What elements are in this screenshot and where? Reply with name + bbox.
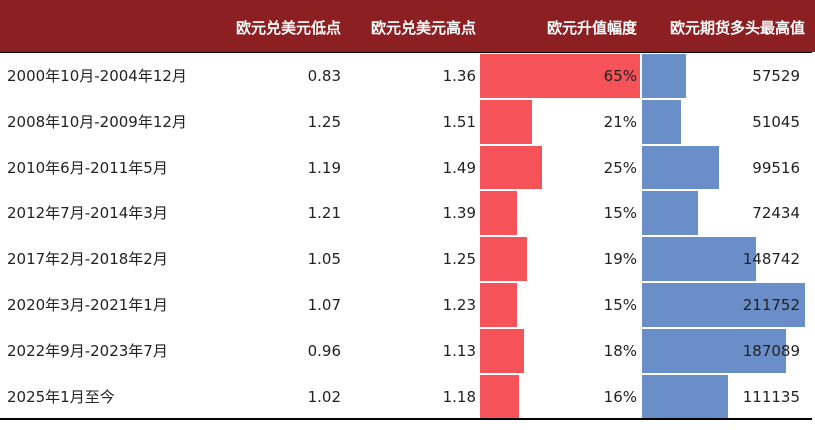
period: 2008年10月-2009年12月: [7, 112, 187, 131]
futures-value: 187089: [742, 341, 800, 360]
high: 1.25: [442, 250, 476, 269]
futures-value: 51045: [752, 112, 800, 131]
high: 1.51: [442, 112, 476, 131]
high: 1.36: [442, 66, 476, 85]
high: 1.18: [442, 387, 476, 406]
bottom-rule: [0, 418, 812, 420]
high: 1.49: [442, 158, 476, 177]
futures-value: 111135: [742, 387, 800, 406]
low: 1.21: [307, 204, 341, 223]
low: 1.25: [307, 112, 341, 131]
rise-bar: [480, 374, 520, 419]
column-header: 欧元升值幅度: [546, 19, 637, 37]
futures-bar: [642, 145, 719, 190]
futures-value: 211752: [742, 295, 800, 314]
rise-label: 16%: [603, 387, 637, 406]
rise-bar: [480, 99, 532, 144]
low: 1.05: [307, 250, 341, 269]
high: 1.23: [442, 295, 476, 314]
rise-bar: [480, 328, 525, 373]
rise-label: 18%: [603, 341, 637, 360]
futures-bar: [642, 237, 757, 281]
column-header: 欧元兑美元高点: [370, 19, 476, 37]
column-header: 欧元期货多头最高值: [669, 19, 805, 37]
column-header: 欧元兑美元低点: [235, 19, 341, 37]
period: 2000年10月-2004年12月: [7, 66, 187, 85]
futures-value: 57529: [752, 66, 800, 85]
period: 2012年7月-2014年3月: [7, 204, 168, 223]
period: 2022年9月-2023年7月: [7, 341, 168, 360]
header-band: [0, 0, 815, 52]
rise-bar: [480, 191, 517, 236]
low: 1.19: [307, 158, 341, 177]
rise-label: 65%: [603, 66, 637, 85]
header-rule: [0, 52, 812, 53]
futures-value: 72434: [752, 204, 800, 223]
rise-label: 15%: [603, 204, 637, 223]
low: 1.02: [307, 387, 341, 406]
futures-bar: [642, 191, 698, 236]
futures-bar: [642, 54, 687, 98]
rise-bar: [480, 145, 542, 190]
high: 1.13: [442, 341, 476, 360]
low: 0.96: [307, 341, 341, 360]
futures-bar: [642, 99, 682, 144]
period: 2020年3月-2021年1月: [7, 295, 168, 314]
futures-bar: [642, 283, 805, 327]
low: 0.83: [307, 66, 341, 85]
rise-label: 19%: [603, 250, 637, 269]
period: 2025年1月至今: [7, 387, 115, 406]
rise-bar: [480, 237, 527, 281]
rise-bar: [480, 54, 640, 98]
low: 1.07: [307, 295, 341, 314]
futures-bar: [642, 374, 728, 419]
high: 1.39: [442, 204, 476, 223]
period: 2010年6月-2011年5月: [7, 158, 168, 177]
rise-bar: [480, 283, 517, 327]
futures-value: 99516: [752, 158, 800, 177]
rise-label: 15%: [603, 295, 637, 314]
period: 2017年2月-2018年2月: [7, 250, 168, 269]
futures-value: 148742: [742, 250, 800, 269]
rise-label: 25%: [603, 158, 637, 177]
rise-label: 21%: [603, 112, 637, 131]
futures-bar: [642, 328, 786, 373]
